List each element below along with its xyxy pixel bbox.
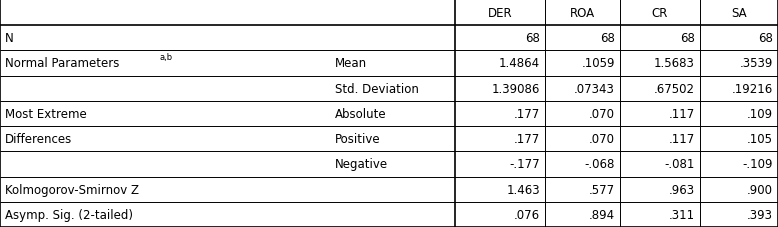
Text: .900: .900	[747, 183, 773, 196]
Text: 1.5683: 1.5683	[654, 57, 695, 70]
Text: ROA: ROA	[570, 7, 595, 20]
Text: .105: .105	[747, 133, 773, 146]
Text: Most Extreme: Most Extreme	[5, 107, 87, 120]
Text: CR: CR	[652, 7, 668, 20]
Text: .117: .117	[669, 133, 695, 146]
Text: .19216: .19216	[732, 82, 773, 95]
Text: Negative: Negative	[335, 158, 388, 171]
Text: .311: .311	[669, 208, 695, 221]
Text: N: N	[5, 32, 14, 45]
Text: .177: .177	[513, 107, 540, 120]
Text: -.177: -.177	[510, 158, 540, 171]
Text: 68: 68	[600, 32, 615, 45]
Text: 68: 68	[525, 32, 540, 45]
Text: a,b: a,b	[159, 52, 172, 62]
Text: Std. Deviation: Std. Deviation	[335, 82, 419, 95]
Text: 1.39086: 1.39086	[492, 82, 540, 95]
Text: Kolmogorov-Smirnov Z: Kolmogorov-Smirnov Z	[5, 183, 139, 196]
Text: Absolute: Absolute	[335, 107, 387, 120]
Text: .1059: .1059	[581, 57, 615, 70]
Text: .117: .117	[669, 107, 695, 120]
Text: .393: .393	[747, 208, 773, 221]
Text: .109: .109	[747, 107, 773, 120]
Text: .894: .894	[589, 208, 615, 221]
Text: Differences: Differences	[5, 133, 72, 146]
Text: -.068: -.068	[584, 158, 615, 171]
Text: .070: .070	[589, 133, 615, 146]
Text: .070: .070	[589, 107, 615, 120]
Text: Normal Parameters: Normal Parameters	[5, 57, 123, 70]
Text: .07343: .07343	[574, 82, 615, 95]
Text: DER: DER	[488, 7, 512, 20]
Text: SA: SA	[731, 7, 747, 20]
Text: Mean: Mean	[335, 57, 367, 70]
Text: -.109: -.109	[742, 158, 773, 171]
Text: -.081: -.081	[664, 158, 695, 171]
Text: Asymp. Sig. (2-tailed): Asymp. Sig. (2-tailed)	[5, 208, 133, 221]
Text: .67502: .67502	[654, 82, 695, 95]
Text: .3539: .3539	[740, 57, 773, 70]
Text: 1.4864: 1.4864	[499, 57, 540, 70]
Text: Positive: Positive	[335, 133, 380, 146]
Text: .177: .177	[513, 133, 540, 146]
Text: .963: .963	[669, 183, 695, 196]
Text: .577: .577	[589, 183, 615, 196]
Text: 68: 68	[680, 32, 695, 45]
Text: 1.463: 1.463	[506, 183, 540, 196]
Text: .076: .076	[514, 208, 540, 221]
Text: 68: 68	[758, 32, 773, 45]
